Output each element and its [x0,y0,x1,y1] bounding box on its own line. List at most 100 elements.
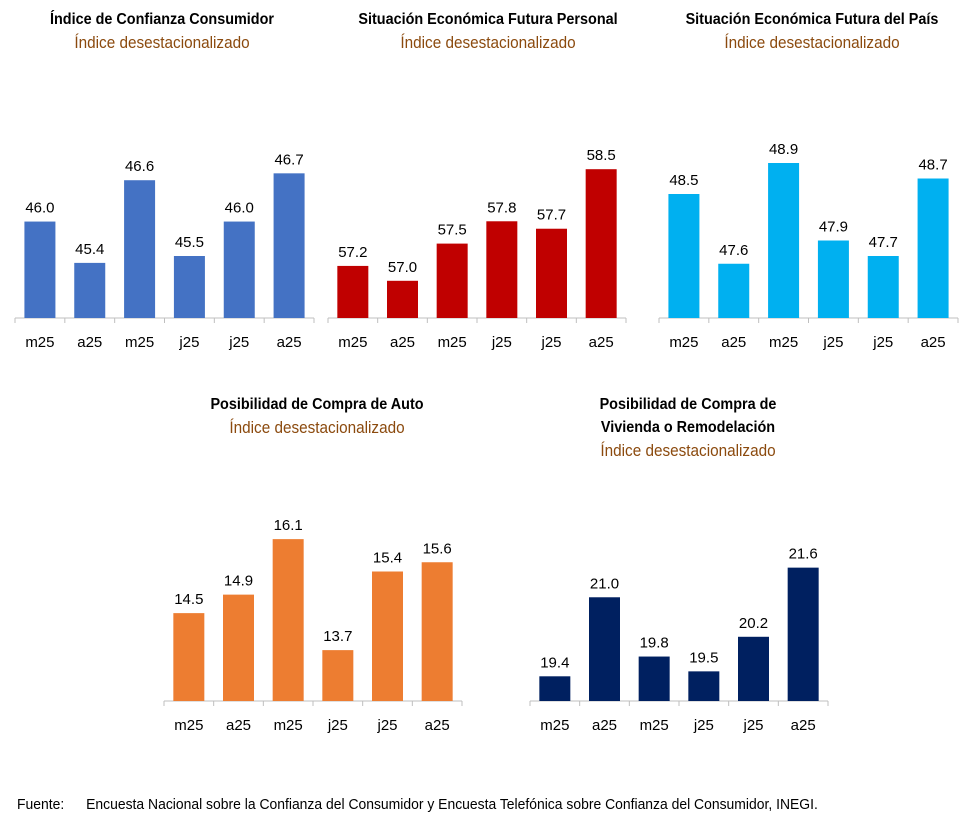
x-tick-label: m25 [769,334,798,351]
bar [536,228,567,318]
data-label: 58.5 [587,147,616,164]
x-tick-label: m25 [274,717,303,734]
data-label: 46.6 [125,158,154,175]
chart-panel-confianza-consumidor: Índice de Confianza Consumidor Índice de… [12,5,315,360]
x-tick-label: m25 [540,717,569,734]
bar-chart-confianza-consumidor: 46.0 m25 45.4 a25 46.6 m25 45.5 j25 46.0 j25 46.7 a… [14,151,315,351]
chart-panel-compra-auto: Posibilidad de Compra de Auto Índice des… [162,390,472,740]
chart-subtitle: Índice desestacionalizado [400,33,576,52]
data-label: 48.7 [918,157,947,174]
data-label: 57.5 [438,222,467,239]
x-tick-label: a25 [589,334,614,351]
bar-chart-compra-auto: 14.5 m25 14.9 a25 16.1 m25 13.7 j25 15.4 j25 15.6 a… [163,517,463,734]
bar [917,178,949,318]
bar [688,671,720,701]
bar [486,221,518,318]
x-tick-label: a25 [77,334,102,351]
bar [867,256,899,318]
chart-title-block: Posibilidad de Compra de Auto Índice des… [162,393,472,440]
data-label: 57.0 [388,259,417,276]
chart-panel-compra-vivienda: Posibilidad de Compra de Vivienda o Remo… [528,390,848,740]
x-tick-label: j25 [540,334,561,351]
x-tick-label: j25 [822,334,843,351]
x-tick-label: m25 [125,334,154,351]
chart-panel-situacion-pais: Situación Económica Futura del País Índi… [652,5,972,360]
bar [272,539,304,701]
chart-title: Situación Económica Futura Personal [358,11,618,28]
data-label: 45.5 [175,234,204,251]
bar [421,562,453,701]
data-label: 47.7 [869,234,898,251]
x-tick-label: j25 [491,334,512,351]
data-label: 16.1 [274,517,303,534]
data-label: 19.8 [640,635,669,652]
data-label: 57.8 [487,199,516,216]
data-label: 14.5 [174,591,203,608]
bar [539,676,571,701]
x-tick-label: a25 [226,717,251,734]
chart-subtitle: Índice desestacionalizado [600,441,776,460]
x-tick-label: j25 [872,334,893,351]
data-label: 20.2 [739,615,768,632]
x-tick-label: j25 [228,334,249,351]
bar [223,221,255,318]
chart-title: Índice de Confianza Consumidor [49,11,275,28]
bar [322,650,354,701]
chart-title: Situación Económica Futura del País [685,11,939,28]
bar [738,636,769,701]
bar-chart-situacion-pais: 48.5 m25 47.6 a25 48.9 m25 47.9 j25 47.7 j25 48.7 a… [658,141,959,351]
bar [387,280,418,318]
data-label: 45.4 [75,241,104,258]
chart-title-block: Posibilidad de Compra de Vivienda o Remo… [528,393,848,463]
data-label: 13.7 [323,628,352,645]
chart-panel-situacion-personal: Situación Económica Futura Personal Índi… [327,5,648,360]
x-tick-label: a25 [390,334,415,351]
x-tick-label: a25 [921,334,946,351]
x-tick-label: a25 [721,334,746,351]
bar [668,194,700,318]
bar [24,221,56,318]
data-label: 47.6 [719,242,748,259]
bar [372,571,403,701]
bar [787,567,819,701]
bar-chart-situacion-personal: 57.2 m25 57.0 a25 57.5 m25 57.8 j25 57.7 j25 58.5 a… [327,147,627,351]
source-label: Fuente: [17,797,65,813]
data-label: 46.7 [274,151,303,168]
bar [273,173,305,318]
chart-title: Posibilidad de Compra de Vivienda o Remo… [599,396,777,436]
x-tick-label: j25 [742,717,763,734]
bar [768,163,800,318]
data-label: 48.9 [769,141,798,158]
bar [817,240,849,318]
bar [74,262,106,318]
chart-subtitle: Índice desestacionalizado [229,418,405,437]
data-label: 21.0 [590,575,619,592]
x-tick-label: m25 [438,334,467,351]
x-tick-label: m25 [640,717,669,734]
data-label: 21.6 [789,546,818,563]
x-tick-label: m25 [338,334,367,351]
bar [436,243,468,318]
chart-title: Posibilidad de Compra de Auto [210,396,424,413]
bar [173,613,205,701]
source-text: Encuesta Nacional sobre la Confianza del… [86,797,818,813]
chart-title-block: Situación Económica Futura Personal Índi… [328,8,648,55]
x-tick-label: j25 [327,717,348,734]
data-label: 19.4 [540,654,569,671]
bar [337,265,369,318]
data-label: 48.5 [669,172,698,189]
chart-title-block: Situación Económica Futura del País Índi… [652,8,972,55]
data-label: 15.4 [373,550,402,567]
data-label: 19.5 [689,649,718,666]
data-label: 46.0 [225,200,254,217]
data-label: 15.6 [423,540,452,557]
data-label: 47.9 [819,219,848,236]
bar [223,594,254,701]
bar [638,656,670,701]
x-tick-label: a25 [277,334,302,351]
bar [589,597,620,701]
bar [585,169,617,318]
data-label: 14.9 [224,573,253,590]
chart-subtitle: Índice desestacionalizado [74,33,250,52]
source-note: Fuente: Encuesta Nacional sobre la Confia… [17,797,818,813]
